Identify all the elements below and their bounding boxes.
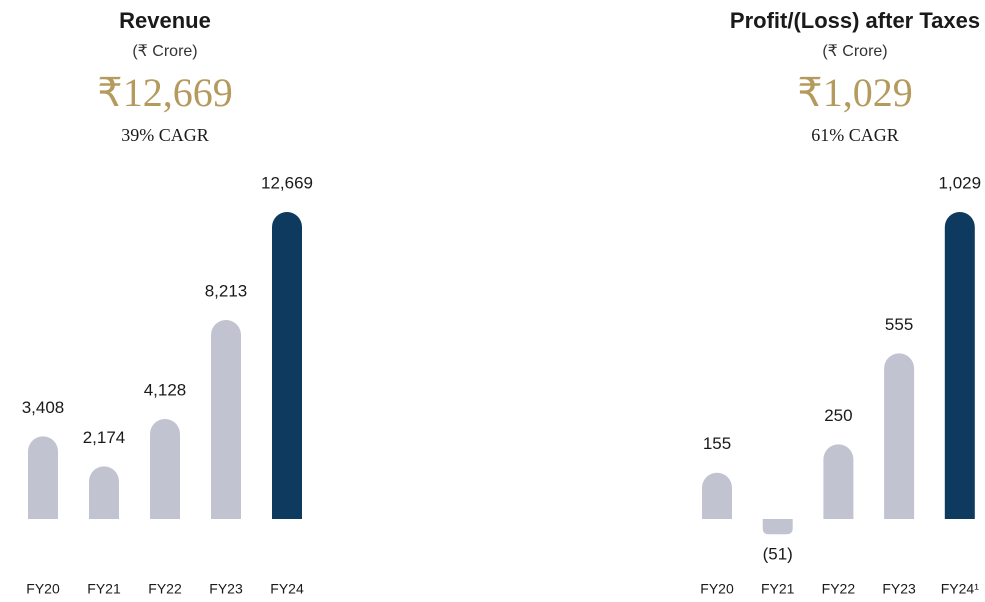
bar [211,319,241,519]
category-label: FY21 [87,581,121,597]
category-label: FY21 [761,581,795,597]
category-label: FY22 [822,581,856,597]
bar [28,436,58,519]
value-label: 155 [703,434,731,453]
category-label: FY23 [209,581,243,597]
value-label: 555 [885,315,913,334]
value-label: (51) [763,545,793,564]
bar [823,444,854,519]
chart-title: Revenue [119,8,211,33]
value-label: 8,213 [205,281,248,300]
bar [944,212,975,520]
category-label: FY24¹ [941,581,979,597]
category-label: FY22 [148,581,182,597]
chart-subtitle: (₹ Crore) [822,43,887,60]
value-label: 250 [824,406,852,425]
headline-value: ₹12,669 [97,70,232,115]
bar [272,212,302,519]
bar [762,519,793,535]
headline-value: ₹1,029 [797,70,912,115]
bar [150,418,180,519]
value-label: 4,128 [144,380,187,399]
bar [884,353,915,519]
bar [89,466,120,519]
value-label: 1,029 [939,173,982,192]
category-label: FY20 [26,581,60,597]
bar [702,472,732,519]
chart-subtitle: (₹ Crore) [132,43,197,60]
category-label: FY23 [882,581,916,597]
category-label: FY24 [270,581,304,597]
value-label: 2,174 [83,428,126,447]
category-label: FY20 [700,581,734,597]
cagr-annotation: 61% CAGR [811,125,899,145]
cagr-annotation: 39% CAGR [121,125,209,145]
value-label: 12,669 [261,173,313,192]
value-label: 3,408 [22,398,65,417]
chart-title: Profit/(Loss) after Taxes [730,8,980,33]
